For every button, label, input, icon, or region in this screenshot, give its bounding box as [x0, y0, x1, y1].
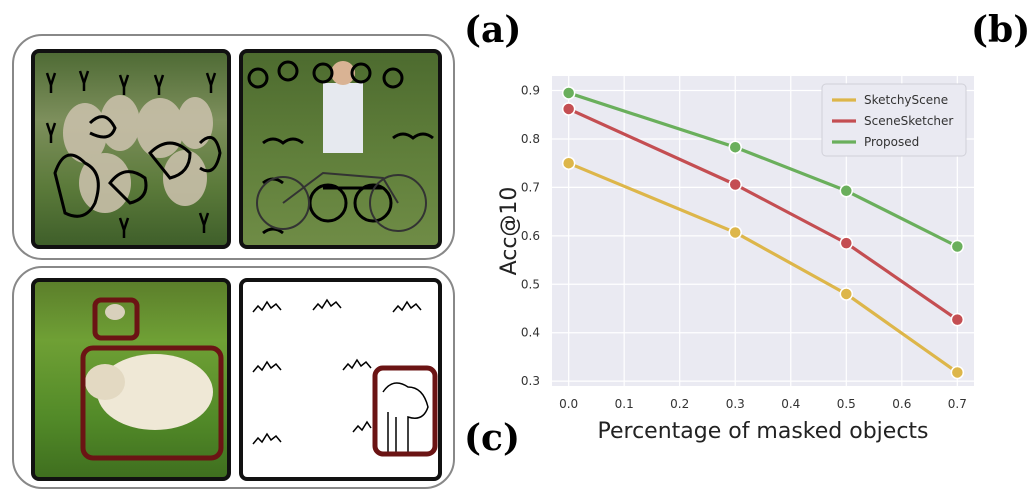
x-tick-label: 0.5: [837, 397, 856, 411]
data-point: [839, 287, 854, 301]
legend: SketchyScene SceneSketcher Proposed: [821, 83, 967, 157]
x-axis-label: Percentage of masked objects: [597, 419, 928, 444]
data-point: [839, 184, 854, 198]
x-tick-labels: 0.0 0.1 0.2 0.3 0.4 0.5 0.6 0.7: [559, 397, 967, 411]
legend-label: Proposed: [864, 135, 919, 149]
panel-c-frame: [12, 266, 455, 489]
legend-label: SketchyScene: [864, 93, 948, 107]
y-tick-label: 0.4: [521, 326, 540, 340]
panel-label-c: (c): [464, 417, 520, 459]
x-tick-label: 0.0: [559, 397, 578, 411]
x-tick-label: 0.4: [781, 397, 800, 411]
y-tick-label: 0.5: [521, 277, 540, 291]
x-tick-label: 0.1: [615, 397, 634, 411]
sheep-sketch-overlay: [45, 70, 222, 238]
panel-label-b: (b): [971, 9, 1028, 51]
y-tick-label: 0.6: [521, 229, 540, 243]
x-tick-label: 0.3: [726, 397, 745, 411]
cyclist-sketch-overlay: [247, 60, 434, 235]
y-tick-labels: 0.3 0.4 0.5 0.6 0.7 0.8 0.9: [521, 84, 540, 389]
x-tick-label: 0.7: [948, 397, 967, 411]
sheep-field-photo: [31, 278, 231, 481]
x-tick-label: 0.2: [670, 397, 689, 411]
y-tick-label: 0.7: [521, 180, 540, 194]
data-point: [561, 86, 576, 100]
large-object-box: [80, 345, 224, 461]
scene-sketch: [239, 278, 442, 481]
x-tick-label: 0.6: [892, 397, 911, 411]
data-point: [839, 236, 854, 250]
y-tick-label: 0.3: [521, 374, 540, 388]
data-point: [561, 156, 576, 170]
data-point: [950, 312, 965, 327]
series-line-0: [568, 161, 959, 374]
legend-label: SceneSketcher: [864, 114, 953, 128]
panel-a-frame: [12, 34, 455, 260]
y-tick-label: 0.8: [521, 132, 540, 146]
legend-box: [821, 83, 967, 157]
data-point: [728, 225, 742, 240]
panel-label-a: (a): [464, 9, 522, 51]
small-object-box: [92, 297, 140, 341]
data-point: [561, 102, 576, 116]
accuracy-line-chart: 0.0 0.1 0.2 0.3 0.4 0.5 0.6 0.7 0.3 0.4 0.5 0.6 0.7…: [497, 76, 974, 444]
sketch-object-box: [372, 365, 438, 457]
cyclist-photo: [239, 49, 442, 249]
data-point: [728, 177, 742, 192]
scene-sketch-overlay: [252, 298, 438, 457]
data-point: [950, 365, 965, 380]
data-point: [728, 140, 742, 154]
sheep-flock-photo: [31, 49, 231, 249]
series-line-1: [567, 107, 959, 321]
y-tick-label: 0.9: [521, 84, 540, 98]
series-line-2: [568, 91, 959, 248]
data-point: [950, 239, 965, 254]
series-lines: [561, 86, 965, 380]
y-axis-label: Acc@10: [497, 187, 522, 276]
sheep-photo-overlay: [80, 297, 224, 461]
